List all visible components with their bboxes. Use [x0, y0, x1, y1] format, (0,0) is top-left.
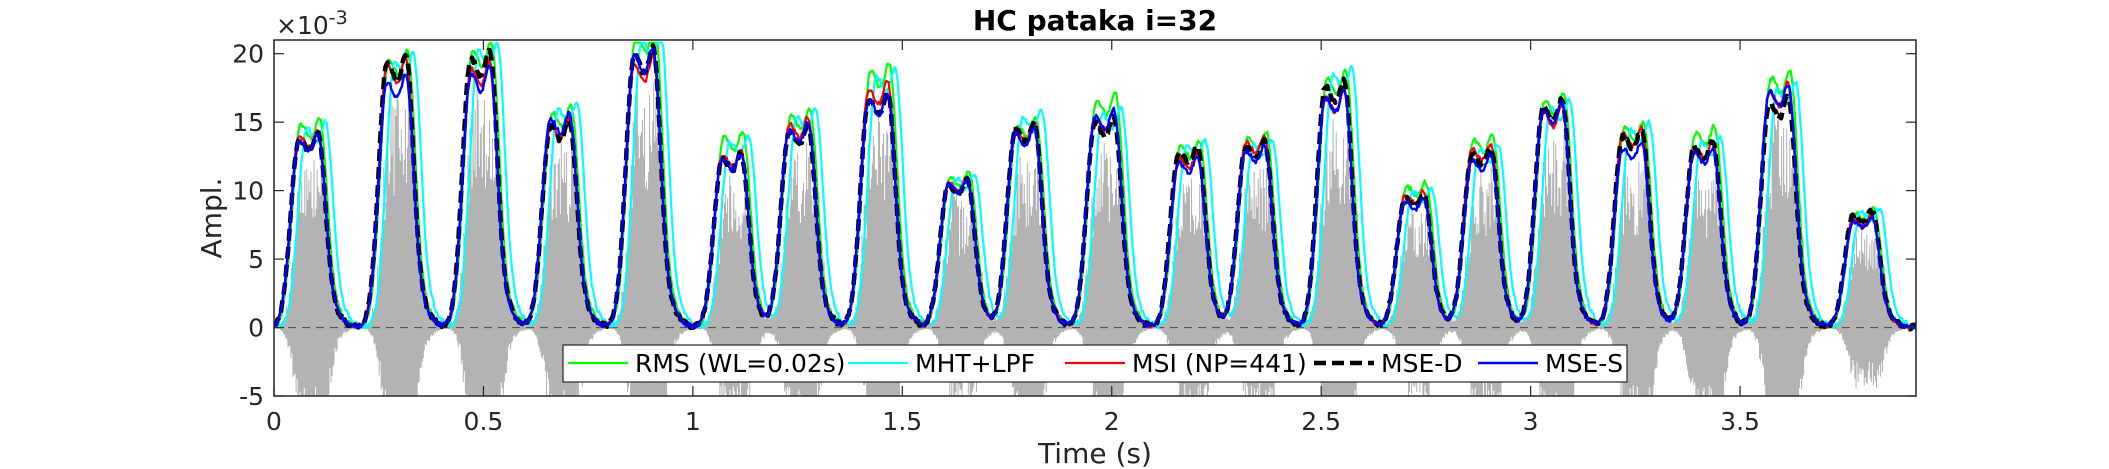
x-axis-ticks: 0 0.5 1 1.5 2 2.5 3 3.5: [266, 40, 1760, 436]
x-tick-label: 2.5: [1301, 407, 1341, 436]
y-axis-label: Ampl.: [195, 178, 228, 259]
plot-area-frame: [273, 39, 1917, 397]
legend-label-1: MHT+LPF: [915, 349, 1035, 378]
y-tick-label: 5: [248, 245, 264, 274]
y-axis-ticks: -5 0 5 10 15 20: [232, 40, 1916, 411]
x-tick-label: 0.5: [464, 407, 504, 436]
x-tick-label: 1: [685, 407, 701, 436]
x-tick-label: 1.5: [882, 407, 922, 436]
legend-label-4: MSE-S: [1545, 349, 1623, 378]
y-tick-label: 20: [232, 40, 264, 69]
y-tick-label: 15: [232, 108, 264, 137]
legend-items: RMS (WL=0.02s) MHT+LPF MSI (NP=441) MSE-D MS…: [568, 349, 1623, 378]
chart-title: HC pataka i=32: [973, 4, 1217, 37]
legend-label-3: MSE-D: [1381, 349, 1463, 378]
x-tick-label: 3.5: [1720, 407, 1760, 436]
y-tick-label: 0: [248, 314, 264, 343]
y-tick-label: -5: [239, 382, 264, 411]
x-axis-label: Time (s): [1037, 437, 1152, 469]
legend-label-2: MSI (NP=441): [1132, 349, 1307, 378]
y-axis-exponent: ×10-3: [276, 7, 348, 40]
envelope-series: [274, 41, 1916, 332]
x-tick-label: 0: [266, 407, 282, 436]
series-line-4: [274, 47, 1916, 330]
y-exponent-base: ×10: [276, 11, 329, 40]
speech-waveform: [274, 75, 1916, 396]
background-speech-signal: [274, 75, 1916, 396]
y-exponent-power: -3: [329, 7, 348, 29]
legend: RMS (WL=0.02s) MHT+LPF MSI (NP=441) MSE-D MS…: [562, 344, 1628, 383]
x-tick-label: 2: [1104, 407, 1120, 436]
legend-label-0: RMS (WL=0.02s): [635, 349, 846, 378]
x-tick-label: 3: [1523, 407, 1539, 436]
y-tick-label: 10: [232, 177, 264, 206]
